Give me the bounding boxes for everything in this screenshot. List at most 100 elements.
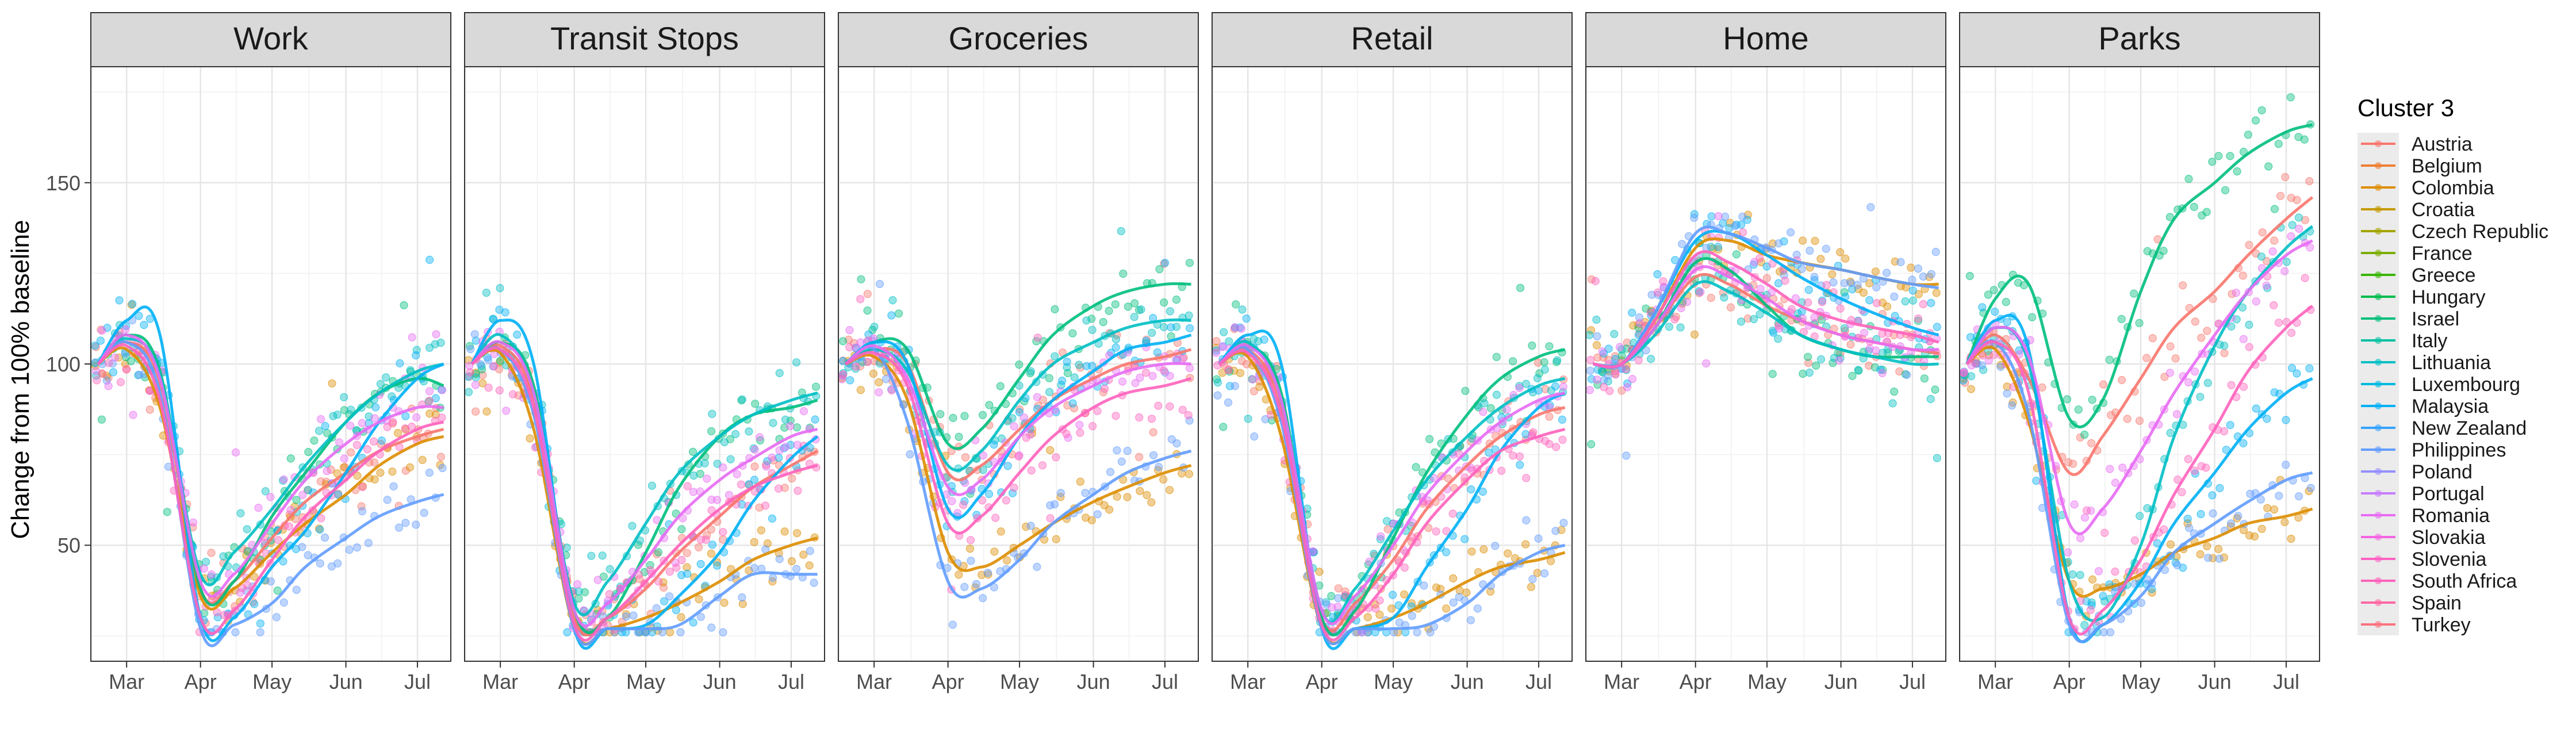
data-point — [1166, 307, 1175, 316]
data-point — [1919, 272, 1927, 281]
data-point — [388, 467, 397, 476]
data-point — [749, 444, 758, 453]
data-point — [793, 440, 802, 449]
data-point — [763, 539, 772, 548]
data-point — [1111, 412, 1120, 420]
x-tick-label: Apr — [2053, 670, 2086, 693]
y-tick-label: 150 — [46, 171, 80, 195]
data-point — [628, 522, 637, 530]
data-point — [418, 455, 427, 464]
data-point — [1521, 540, 1530, 549]
trend-line — [1218, 346, 1566, 646]
data-point — [1099, 317, 1107, 327]
data-point — [286, 505, 295, 515]
data-point — [990, 547, 999, 556]
data-point — [694, 543, 703, 551]
data-point — [1696, 288, 1705, 297]
data-point — [2106, 465, 2114, 473]
data-point — [2301, 274, 2309, 282]
legend-label: Slovakia — [2412, 527, 2486, 549]
trend-lines — [470, 319, 819, 650]
data-point — [1984, 290, 1992, 299]
data-point — [1755, 310, 1764, 319]
data-point — [471, 336, 480, 345]
data-point — [979, 466, 987, 474]
data-point — [1442, 527, 1451, 535]
data-point — [1799, 236, 1807, 245]
data-point — [1375, 610, 1384, 619]
data-point — [1442, 548, 1451, 557]
x-tick-label: May — [252, 670, 292, 693]
data-point — [1509, 451, 1517, 460]
data-point — [98, 326, 106, 335]
legend-key-point — [2375, 468, 2382, 475]
data-point — [2270, 301, 2278, 310]
data-point — [712, 496, 722, 504]
data-point — [1883, 269, 1891, 277]
data-point — [2276, 191, 2285, 200]
legend-item-luxembourg: Luxembourg — [2358, 373, 2520, 396]
data-point — [761, 501, 770, 510]
data-point — [1220, 328, 1228, 336]
data-point — [2038, 383, 2046, 392]
data-point — [2173, 561, 2182, 569]
data-point — [1050, 500, 1059, 509]
data-point — [1383, 525, 1392, 534]
data-point — [1707, 293, 1715, 302]
data-point — [438, 463, 447, 473]
data-point — [1516, 283, 1525, 292]
data-point — [1547, 386, 1555, 395]
data-point — [2270, 505, 2279, 514]
data-point — [996, 567, 1005, 576]
data-point — [495, 386, 504, 395]
data-point — [2028, 313, 2037, 321]
data-point — [1046, 514, 1055, 523]
data-point — [1835, 356, 1843, 365]
data-point — [1647, 354, 1655, 363]
data-point — [780, 527, 789, 536]
data-point — [2204, 553, 2213, 562]
data-point — [1244, 415, 1252, 423]
data-point — [720, 599, 729, 607]
data-point — [1052, 453, 1060, 462]
data-point — [1774, 335, 1782, 343]
data-point — [1738, 212, 1747, 221]
data-point — [408, 333, 416, 342]
data-point — [1678, 240, 1686, 248]
x-tick-label: Mar — [109, 670, 144, 693]
data-point — [2306, 484, 2315, 492]
data-point — [856, 295, 865, 304]
data-point — [2203, 378, 2212, 388]
data-point — [593, 576, 602, 584]
legend-key-point — [2375, 424, 2382, 431]
trend-line — [1593, 265, 1939, 369]
data-point — [1860, 328, 1869, 337]
data-point — [1830, 354, 1838, 362]
data-point — [768, 453, 776, 462]
data-point — [471, 407, 480, 416]
legend-item-colombia: Colombia — [2358, 177, 2494, 199]
data-point — [2263, 504, 2272, 512]
data-point — [2280, 518, 2289, 527]
data-point — [1213, 378, 1222, 387]
x-tick-label: Jun — [1824, 670, 1858, 693]
data-point — [750, 564, 759, 572]
data-point — [1230, 382, 1239, 390]
data-point — [894, 309, 903, 318]
data-point — [2003, 318, 2011, 327]
data-point — [1528, 341, 1536, 350]
facet-strip — [90, 12, 451, 67]
data-point — [983, 569, 992, 577]
data-point — [696, 469, 704, 478]
data-point — [1111, 300, 1120, 309]
data-point — [1167, 323, 1175, 332]
data-point — [412, 520, 420, 529]
data-point — [702, 535, 710, 544]
data-point — [1155, 462, 1163, 471]
facet-panel-home: Home Mar Apr May Jun Jul — [1585, 12, 1946, 693]
data-point — [1449, 598, 1458, 607]
data-point — [1522, 474, 1531, 482]
data-point — [1473, 604, 1482, 613]
data-point — [786, 440, 795, 450]
data-point — [1010, 422, 1018, 431]
